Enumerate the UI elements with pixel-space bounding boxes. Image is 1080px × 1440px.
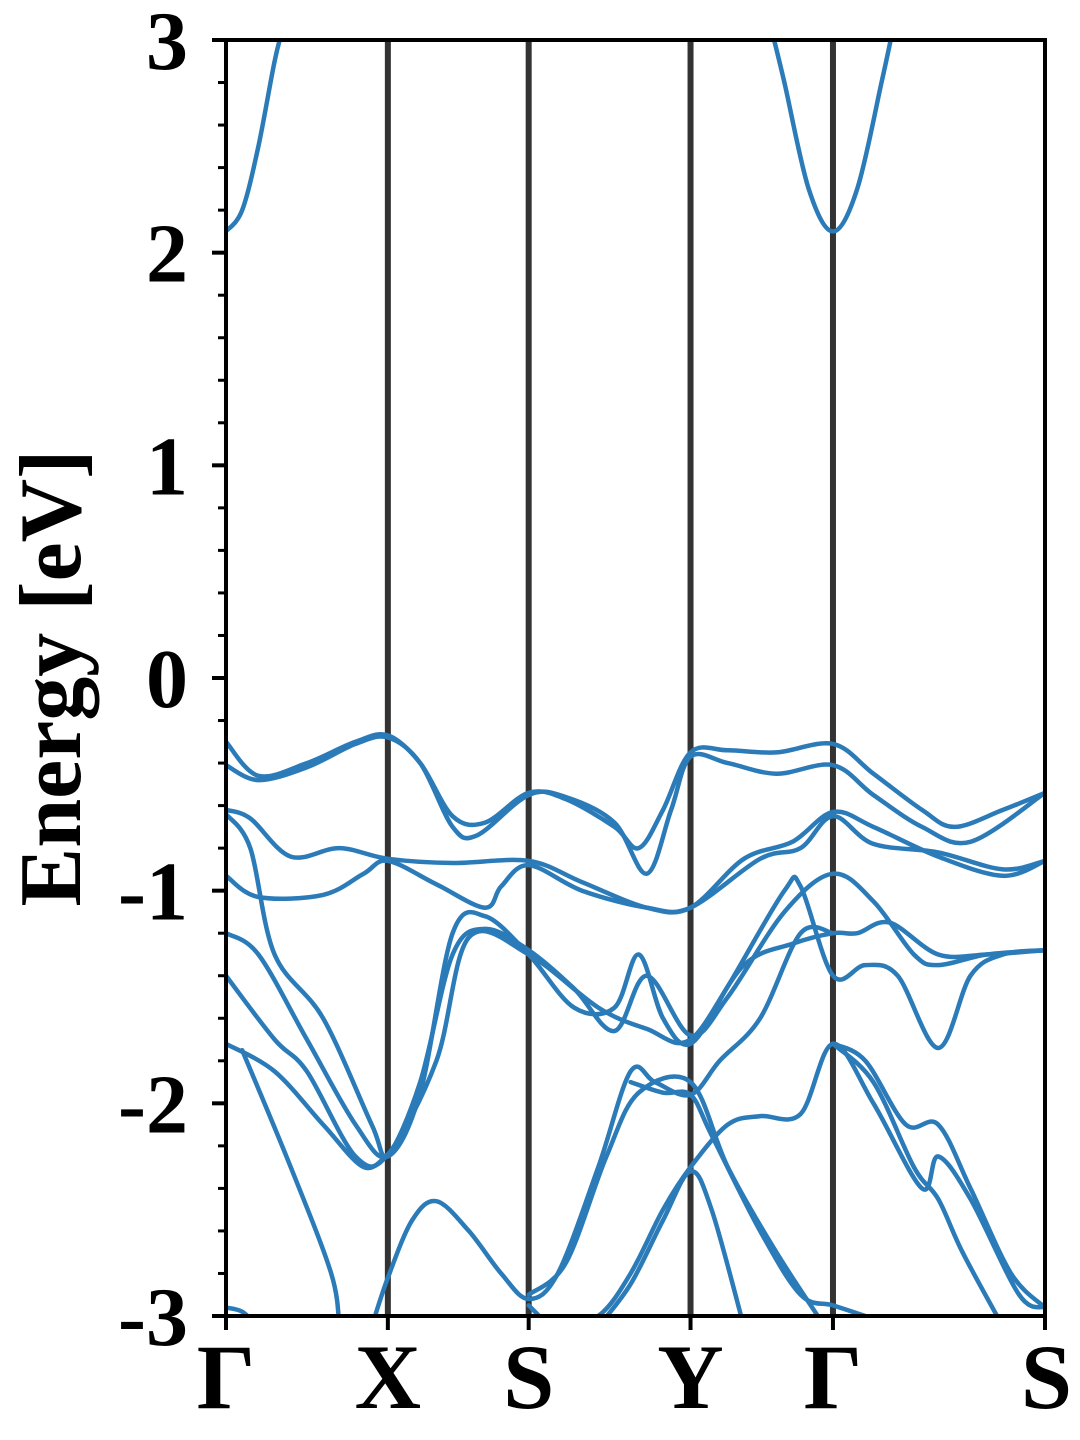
band-line: [771, 40, 893, 234]
kpath-lines: [384, 40, 836, 1316]
band-line: [628, 1079, 868, 1316]
band-line: [226, 40, 282, 234]
x-tick-label: Γ: [197, 1326, 256, 1428]
x-tick-label: S: [1021, 1326, 1072, 1428]
x-tick-label: Γ: [804, 1326, 863, 1428]
band-line: [372, 924, 836, 1316]
y-tick-label: 0: [146, 633, 188, 726]
band-line: [830, 1041, 1045, 1310]
y-tick-label: 1: [146, 420, 188, 513]
band-line: [226, 919, 1045, 1169]
x-tick-label: X: [355, 1326, 421, 1428]
y-axis-title: Energy [eV]: [3, 450, 100, 907]
band-line: [226, 813, 1045, 915]
band-line: [226, 732, 1045, 851]
band-series: [226, 40, 1045, 1316]
y-tick-label: 2: [146, 208, 188, 301]
band-line: [226, 811, 1045, 1159]
band-line: [593, 1041, 1045, 1316]
band-line: [604, 1169, 744, 1316]
band-line: [830, 1041, 1000, 1316]
band-line: [226, 874, 1045, 1160]
band-line: [226, 1305, 251, 1316]
band-line: [526, 1074, 821, 1316]
x-tick-label: S: [503, 1326, 554, 1428]
y-tick-label: -1: [118, 846, 188, 939]
band-line: [526, 1303, 543, 1316]
y-tick-label: 3: [146, 0, 188, 88]
y-axis: 3 2 1 0 -1 -2 -3: [118, 0, 226, 1364]
band-line: [226, 1041, 391, 1171]
band-line: [239, 1047, 341, 1316]
y-tick-label: -3: [118, 1271, 188, 1364]
x-tick-label: Y: [657, 1326, 723, 1428]
band-line: [226, 734, 1045, 876]
y-tick-label: -2: [118, 1058, 188, 1151]
